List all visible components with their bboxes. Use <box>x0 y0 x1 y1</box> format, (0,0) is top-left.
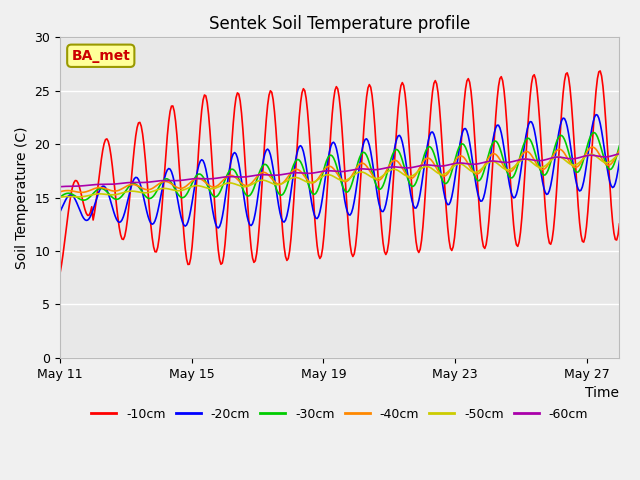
-10cm <box>56 270 64 276</box>
-60cm <box>559 155 567 160</box>
-10cm <box>367 84 374 90</box>
-20cm <box>56 209 64 215</box>
-50cm <box>224 180 232 186</box>
-30cm <box>79 197 87 203</box>
-30cm <box>56 194 64 200</box>
-30cm <box>467 162 475 168</box>
Line: -20cm: -20cm <box>60 115 620 228</box>
-30cm <box>225 168 233 174</box>
Legend: -10cm, -20cm, -30cm, -40cm, -50cm, -60cm: -10cm, -20cm, -30cm, -40cm, -50cm, -60cm <box>86 403 593 425</box>
Line: -50cm: -50cm <box>60 154 620 197</box>
-10cm <box>596 68 604 74</box>
-20cm <box>214 225 222 231</box>
-10cm <box>466 79 474 85</box>
-10cm <box>243 191 251 197</box>
-30cm <box>368 169 376 175</box>
X-axis label: Time: Time <box>586 386 620 400</box>
-40cm <box>467 166 475 172</box>
-50cm <box>56 194 64 200</box>
-60cm <box>616 151 623 156</box>
-20cm <box>225 168 233 174</box>
-60cm <box>466 161 474 167</box>
Y-axis label: Soil Temperature (C): Soil Temperature (C) <box>15 126 29 269</box>
-50cm <box>559 156 567 161</box>
-50cm <box>449 164 457 170</box>
-10cm <box>616 221 623 227</box>
-60cm <box>367 167 374 172</box>
-10cm <box>559 90 567 96</box>
-40cm <box>56 189 64 194</box>
Line: -60cm: -60cm <box>60 154 620 187</box>
-50cm <box>367 174 374 180</box>
-60cm <box>56 184 64 190</box>
-30cm <box>561 137 568 143</box>
-20cm <box>467 148 475 154</box>
Line: -30cm: -30cm <box>60 132 620 200</box>
Title: Sentek Soil Temperature profile: Sentek Soil Temperature profile <box>209 15 470 33</box>
-40cm <box>368 172 376 178</box>
-20cm <box>451 178 458 184</box>
-20cm <box>244 218 252 224</box>
-40cm <box>451 159 458 165</box>
-50cm <box>616 151 623 156</box>
-20cm <box>616 158 623 164</box>
-30cm <box>616 143 623 148</box>
-40cm <box>616 147 623 153</box>
-30cm <box>589 130 597 135</box>
-60cm <box>449 161 457 167</box>
-10cm <box>224 204 232 210</box>
-40cm <box>78 190 86 195</box>
-50cm <box>243 183 251 189</box>
-20cm <box>592 112 600 118</box>
-30cm <box>451 158 458 164</box>
-40cm <box>244 182 252 188</box>
Line: -40cm: -40cm <box>60 147 620 192</box>
-50cm <box>466 167 474 173</box>
-20cm <box>561 116 568 121</box>
-40cm <box>225 173 233 179</box>
Line: -10cm: -10cm <box>60 71 620 273</box>
-40cm <box>561 150 568 156</box>
-60cm <box>224 174 232 180</box>
-60cm <box>243 174 251 180</box>
-20cm <box>368 157 376 163</box>
-30cm <box>244 193 252 199</box>
-10cm <box>449 244 457 250</box>
Text: BA_met: BA_met <box>71 49 130 63</box>
-40cm <box>588 144 596 150</box>
